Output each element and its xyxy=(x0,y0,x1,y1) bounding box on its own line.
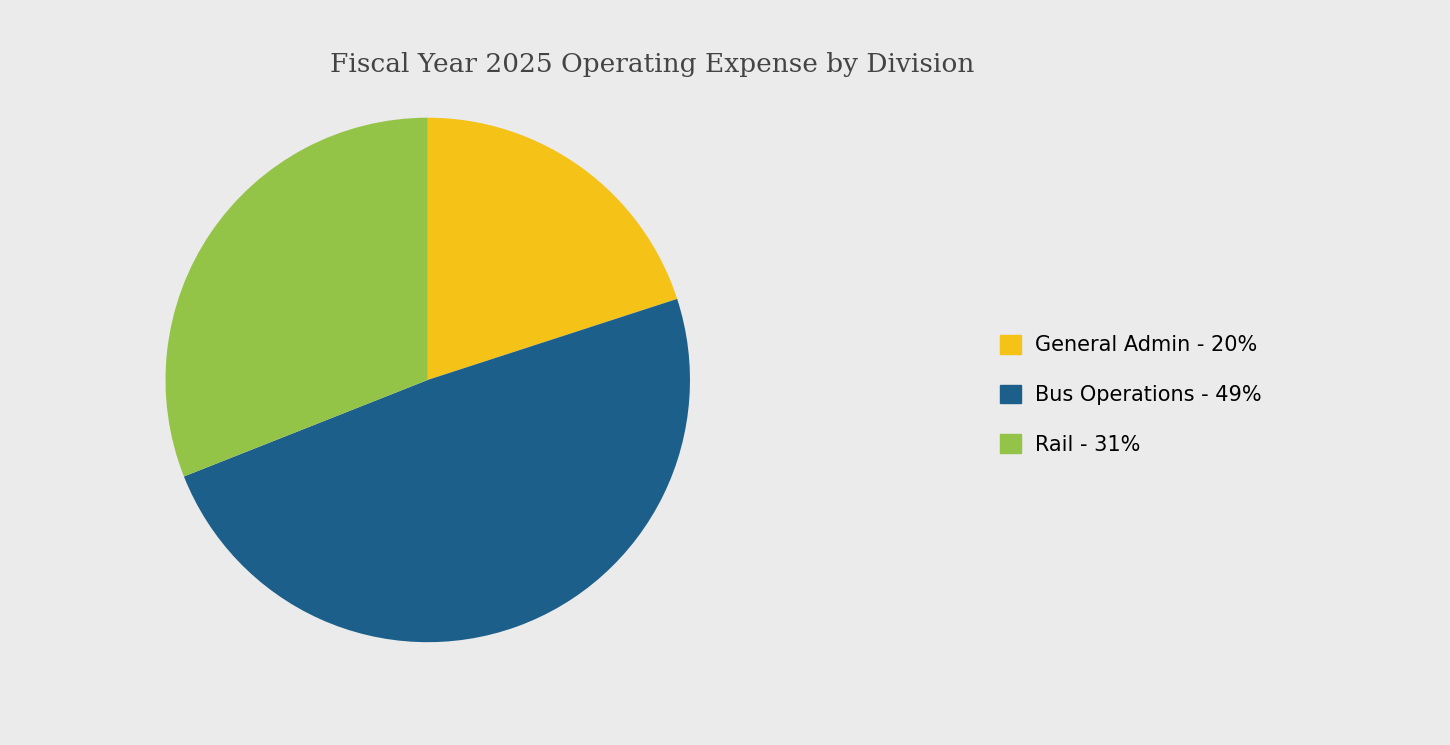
Text: Fiscal Year 2025 Operating Expense by Division: Fiscal Year 2025 Operating Expense by Di… xyxy=(331,52,974,77)
Wedge shape xyxy=(165,118,428,477)
Wedge shape xyxy=(428,118,677,380)
Legend: General Admin - 20%, Bus Operations - 49%, Rail - 31%: General Admin - 20%, Bus Operations - 49… xyxy=(1000,335,1262,454)
Wedge shape xyxy=(184,299,690,642)
